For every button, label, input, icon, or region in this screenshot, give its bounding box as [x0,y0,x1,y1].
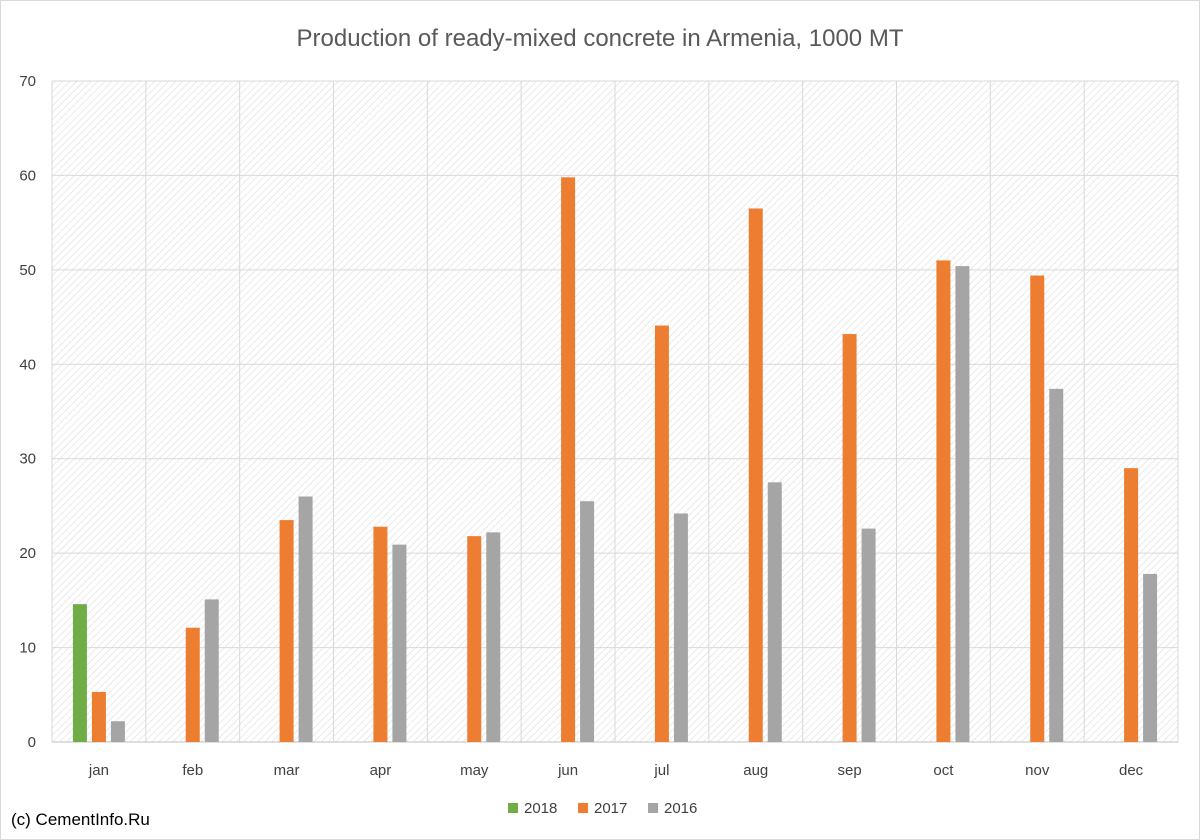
x-tick-label: dec [1119,762,1144,779]
bar-2017-nov [1030,275,1045,742]
y-tick-label: 40 [19,356,36,373]
grid-lines [51,80,1179,743]
x-tick-label: mar [274,762,300,779]
legend-label-2016: 2016 [664,800,697,817]
bar-2016-feb [204,599,219,742]
bar-2016-oct [955,266,970,742]
x-tick-label: feb [182,762,203,779]
bar-2016-apr [392,544,407,742]
bar-2017-jan [91,691,106,742]
bar-2016-aug [767,482,782,742]
bar-2016-may [486,532,501,742]
bar-2016-dec [1143,573,1158,742]
legend-swatch-2016 [648,803,658,813]
x-tick-label: may [460,762,489,779]
bar-2017-aug [748,208,763,742]
chart-title: Production of ready-mixed concrete in Ar… [297,25,904,52]
x-axis: jan feb mar apr may jun jul aug sep oct nov dec [88,762,1144,779]
bar-2017-sep [842,334,857,742]
legend-swatch-2017 [578,803,588,813]
copyright-text: (c) CementInfo.Ru [11,810,150,829]
bar-2017-jun [561,177,576,742]
y-tick-label: 30 [19,451,36,468]
x-tick-label: jun [557,762,578,779]
y-tick-label: 20 [19,545,36,562]
x-tick-label: apr [370,762,392,779]
y-tick-label: 10 [19,640,36,657]
x-tick-label: nov [1025,762,1050,779]
bars [72,177,1158,742]
bar-2016-jul [673,513,688,742]
y-axis: 0 10 20 30 40 50 60 70 [19,73,1178,751]
legend: 2018 2017 2016 [508,800,697,817]
y-tick-label: 0 [28,734,36,751]
bar-2016-jun [580,501,595,742]
bar-2016-sep [861,528,876,742]
y-tick-label: 50 [19,262,36,279]
x-tick-label: aug [743,762,768,779]
y-tick-label: 70 [19,73,36,90]
bar-2017-oct [936,260,951,742]
x-tick-label: jan [88,762,109,779]
bar-2017-apr [373,526,388,742]
y-tick-label: 60 [19,167,36,184]
bar-2017-feb [185,627,200,742]
legend-swatch-2018 [508,803,518,813]
bar-2018-jan [72,604,87,742]
bar-2017-jul [654,325,669,742]
x-tick-label: jul [653,762,669,779]
bar-2016-mar [298,496,313,742]
bar-2017-may [467,536,482,742]
bar-2016-nov [1049,388,1064,742]
bar-2017-mar [279,520,294,742]
x-tick-label: sep [837,762,861,779]
legend-label-2018: 2018 [524,800,557,817]
legend-label-2017: 2017 [594,800,627,817]
bar-2017-dec [1124,468,1139,742]
bar-2016-jan [110,721,125,742]
x-tick-label: oct [933,762,954,779]
